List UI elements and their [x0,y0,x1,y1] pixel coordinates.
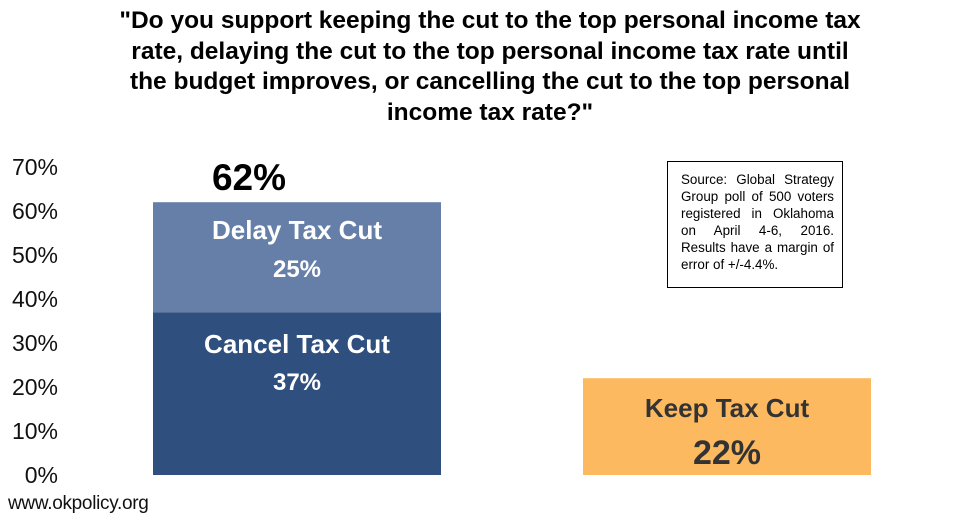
bar-total-label: 62% [212,157,286,198]
chart-title-line: "Do you support keeping the cut to the t… [119,7,861,34]
segment-name-label: Delay Tax Cut [212,215,382,245]
y-tick-label: 70% [12,154,58,180]
bar-segment-delay-tax-cut [153,202,441,313]
y-tick-label: 30% [12,330,58,356]
y-tick-label: 0% [25,462,58,488]
y-tick-label: 20% [12,374,58,400]
source-note: Source: Global Strategy Group poll of 50… [667,161,843,288]
bar-segment-keep-tax-cut [583,378,871,475]
segment-name-label: Keep Tax Cut [645,393,810,423]
chart-title: "Do you support keeping the cut to the t… [90,6,890,128]
y-tick-label: 40% [12,286,58,312]
segment-name-label: Cancel Tax Cut [204,329,390,359]
chart-title-line: income tax rate?" [386,98,594,126]
bar-segment-cancel-tax-cut [153,312,441,475]
bars: Cancel Tax Cut 37% Delay Tax Cut 25% 62% Keep… [153,157,871,475]
segment-value-label: 25% [273,256,321,283]
chart-title-line: the budget improves, or cancelling the c… [129,68,851,95]
footer-url: www.okpolicy.org [8,493,149,514]
segment-value-label: 22% [693,434,761,472]
y-tick-label: 50% [12,242,58,268]
y-tick-label: 10% [12,418,58,444]
y-axis: 0% 10% 20% 30% 40% 50% 60% 70% [12,154,58,488]
y-tick-label: 60% [12,198,58,224]
chart-title-line: rate, delaying the cut to the top person… [131,37,849,65]
segment-value-label: 37% [273,369,321,396]
